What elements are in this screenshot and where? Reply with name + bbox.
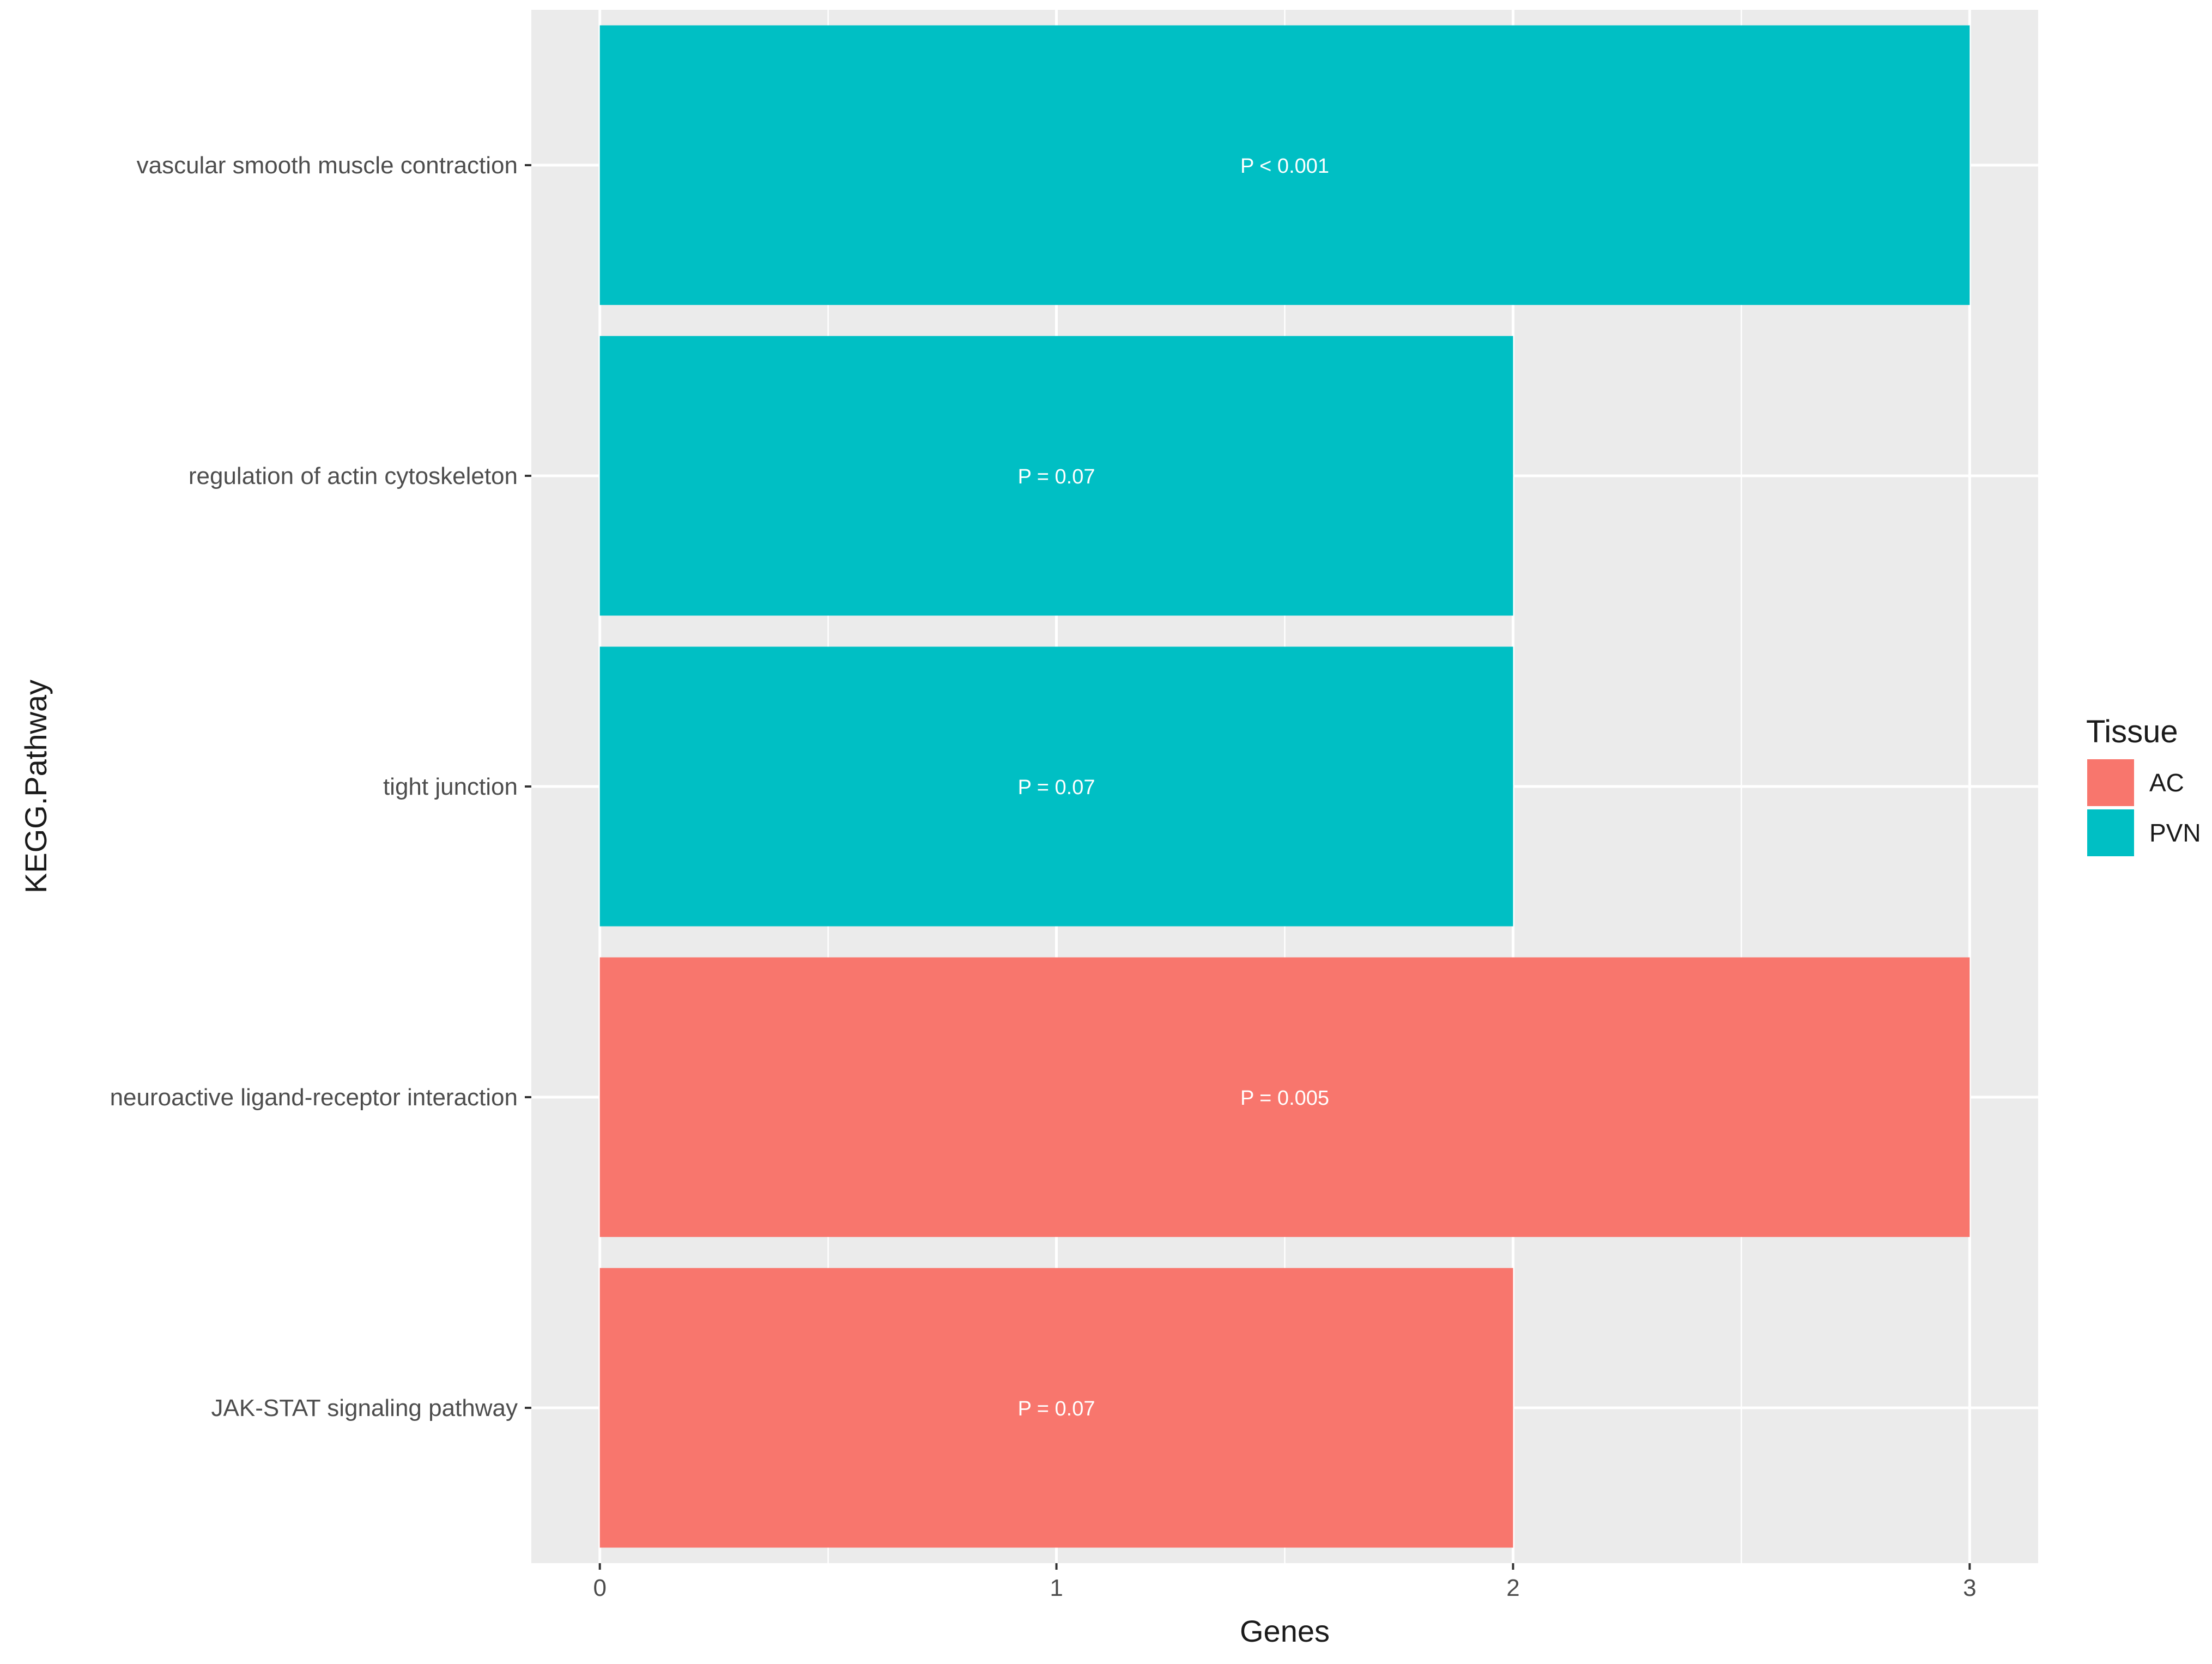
bar-pvn <box>599 25 1970 305</box>
bar-p-value-label: P = 0.005 <box>1240 1087 1329 1110</box>
x-axis: 0 1 2 3 <box>593 1563 1977 1601</box>
x-tick-label: 2 <box>1506 1575 1519 1601</box>
bar-p-value-label: P = 0.07 <box>1018 1397 1095 1420</box>
bar-p-value-label: P = 0.07 <box>1018 465 1095 488</box>
y-tick-label: JAK-STAT signaling pathway <box>211 1395 518 1421</box>
y-tick-label: vascular smooth muscle contraction <box>137 152 518 179</box>
x-tick-label: 0 <box>593 1575 606 1601</box>
y-axis-title: KEGG.Pathway <box>19 680 53 893</box>
bar-p-value-label: P < 0.001 <box>1240 155 1329 178</box>
y-tick-label: regulation of actin cytoskeleton <box>189 463 518 489</box>
legend-label: AC <box>2149 769 2184 797</box>
legend-title: Tissue <box>2086 714 2178 749</box>
bars <box>599 25 1970 1548</box>
y-tick-label: neuroactive ligand-receptor interaction <box>110 1084 518 1111</box>
legend: Tissue AC PVN <box>2086 714 2201 856</box>
bar-pvn <box>599 336 1513 616</box>
bar-pvn <box>599 646 1513 927</box>
x-axis-title: Genes <box>1240 1614 1330 1648</box>
legend-key-pvn <box>2087 809 2134 856</box>
bar-p-value-label: P = 0.07 <box>1018 776 1095 799</box>
x-tick-label: 1 <box>1050 1575 1063 1601</box>
legend-label: PVN <box>2149 819 2201 847</box>
bar-value-labels: P < 0.001 P = 0.07 P = 0.07 P = 0.005 P = 0.… <box>1018 155 1329 1420</box>
y-axis: vascular smooth muscle contraction regula… <box>110 152 531 1421</box>
legend-key-ac <box>2087 759 2134 806</box>
bar-ac <box>599 1268 1513 1548</box>
bar-ac <box>599 957 1970 1237</box>
x-tick-label: 3 <box>1963 1575 1976 1601</box>
y-tick-label: tight junction <box>383 773 518 800</box>
